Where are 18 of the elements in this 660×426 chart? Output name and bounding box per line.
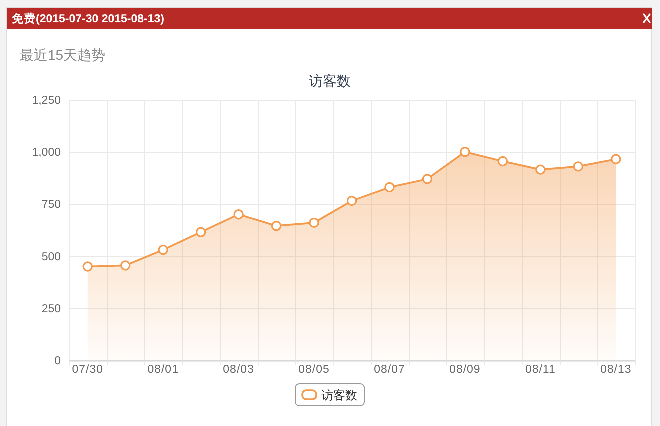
x-tick-label: 08/11 — [525, 364, 556, 376]
y-tick-label: 1,250 — [32, 95, 61, 107]
y-tick-label: 250 — [42, 303, 61, 316]
x-tick-label: 08/03 — [223, 364, 254, 376]
y-tick-label: 750 — [42, 199, 61, 212]
subtitle: 最近15天趋势 — [20, 47, 106, 63]
y-tick-label: 0 — [54, 356, 61, 368]
x-tick-label: 07/30 — [72, 364, 104, 376]
y-tick-label: 500 — [42, 251, 61, 264]
x-tick-label: 08/09 — [450, 364, 481, 376]
x-tick-label: 08/07 — [374, 364, 406, 376]
x-tick-label: 08/05 — [298, 364, 330, 376]
x-tick-label: 08/01 — [148, 364, 179, 376]
x-tick-label: 08/13 — [600, 364, 632, 376]
legend-label: 访客数 — [322, 388, 358, 402]
y-tick-label: 1,000 — [32, 147, 61, 160]
header-text: 免费(2015-07-30 2015-08-13) — [12, 14, 165, 26]
title: 访客数 — [309, 73, 351, 89]
